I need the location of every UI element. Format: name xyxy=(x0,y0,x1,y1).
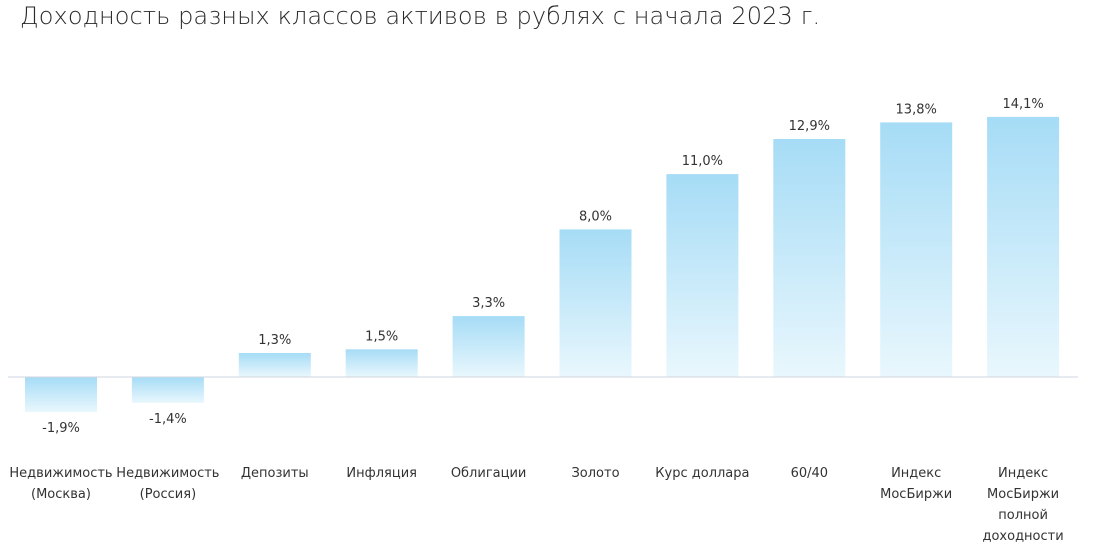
category-label-line: доходности xyxy=(982,529,1063,544)
value-label-9: 13,8% xyxy=(896,102,937,117)
value-label-7: 11,0% xyxy=(682,154,723,169)
value-label-4: 1,5% xyxy=(365,329,398,344)
value-label-10: 14,1% xyxy=(1002,97,1043,112)
bar-1 xyxy=(25,377,97,413)
category-label-9: Индекс МосБиржи xyxy=(880,466,952,502)
value-label-8: 12,9% xyxy=(789,119,830,134)
category-label-1: Недвижимость (Москва) xyxy=(9,466,112,502)
chart-title: Доходность разных классов активов в рубл… xyxy=(20,2,821,30)
bar-7 xyxy=(666,174,739,377)
category-label-5: Облигации xyxy=(451,466,527,481)
category-label-line: (Россия) xyxy=(140,487,197,502)
bars-group xyxy=(25,116,1060,413)
category-label-8: 60/40 xyxy=(791,466,828,481)
value-label-3: 1,3% xyxy=(258,333,291,348)
category-label-line: (Москва) xyxy=(31,487,91,502)
category-label-4: Инфляция xyxy=(346,466,417,481)
category-label-2: Недвижимость (Россия) xyxy=(116,466,219,502)
value-labels-group: -1,9% -1,4% 1,3% 1,5% 3,3% 8,0% 11,0% 12,9% 13,8… xyxy=(42,97,1044,436)
category-label-line: Депозиты xyxy=(241,466,309,481)
category-label-line: МосБиржи xyxy=(987,487,1059,502)
category-label-line: полной xyxy=(998,508,1048,523)
value-label-1: -1,9% xyxy=(42,421,80,436)
bar-2 xyxy=(131,377,204,403)
category-labels-group: Недвижимость (Москва) Недвижимость (Россия)… xyxy=(9,466,1063,544)
bar-3 xyxy=(238,353,311,377)
category-label-line: Недвижимость xyxy=(116,466,219,481)
bar-4 xyxy=(345,349,418,377)
category-label-7: Курс доллара xyxy=(655,466,749,481)
category-label-line: Инфляция xyxy=(346,466,417,481)
category-label-10: Индекс МосБиржи полной доходности xyxy=(982,466,1063,544)
category-label-line: 60/40 xyxy=(791,466,828,481)
value-label-6: 8,0% xyxy=(579,209,612,224)
value-label-2: -1,4% xyxy=(149,412,187,427)
category-label-line: Облигации xyxy=(451,466,527,481)
bar-9 xyxy=(880,122,953,378)
bar-8 xyxy=(773,139,846,377)
category-label-6: Золото xyxy=(571,466,619,481)
value-label-5: 3,3% xyxy=(472,296,505,311)
category-label-line: Индекс xyxy=(998,466,1048,481)
bar-5 xyxy=(452,316,525,377)
bar-10 xyxy=(987,116,1060,378)
category-label-3: Депозиты xyxy=(241,466,309,481)
category-label-line: Недвижимость xyxy=(9,466,112,481)
category-label-line: Золото xyxy=(571,466,619,481)
bar-6 xyxy=(559,229,632,377)
category-label-line: МосБиржи xyxy=(880,487,952,502)
category-label-line: Курс доллара xyxy=(655,466,749,481)
category-label-line: Индекс xyxy=(891,466,941,481)
